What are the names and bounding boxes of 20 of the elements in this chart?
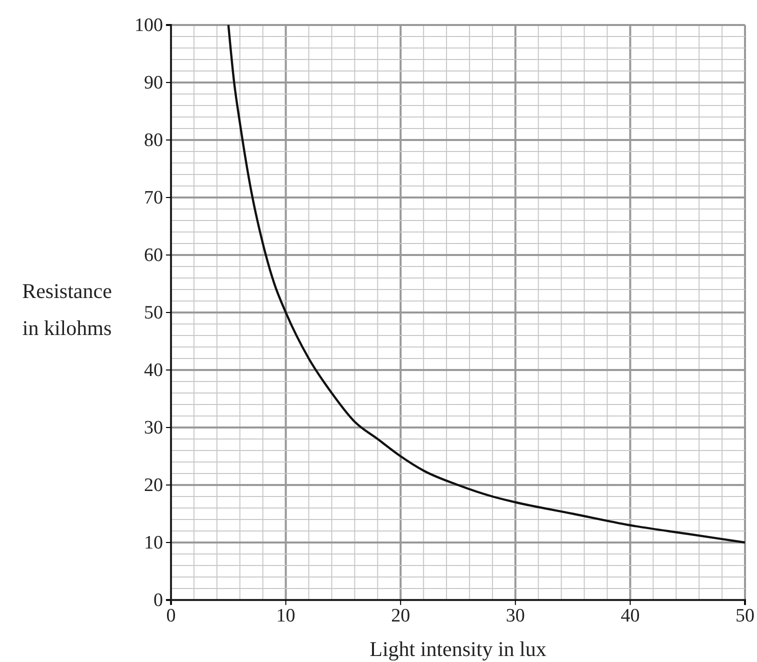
line-series xyxy=(227,24,746,544)
y-tick-label: 90 xyxy=(144,72,163,94)
y-tick-label: 20 xyxy=(144,475,163,496)
y-tick-label: 0 xyxy=(154,590,163,612)
x-tick-label: 10 xyxy=(276,605,296,626)
y-tick-label: 10 xyxy=(144,532,163,554)
y-tick-label: 100 xyxy=(134,15,163,36)
y-tick-label: 40 xyxy=(144,360,163,382)
y-tick-label: 60 xyxy=(144,245,163,266)
x-tick-label: 40 xyxy=(620,605,640,626)
x-tick-label: 50 xyxy=(736,605,754,626)
x-tick-label: 30 xyxy=(506,605,525,626)
x-tick-label: 20 xyxy=(391,605,410,626)
x-tick-label: 0 xyxy=(166,605,176,626)
x-axis-title: Light intensity in lux xyxy=(370,637,547,661)
y-tick-label: 80 xyxy=(144,130,163,152)
y-tick-label: 70 xyxy=(144,188,163,209)
y-tick-label: 50 xyxy=(144,302,163,324)
y-axis-title: Resistance in kilohms xyxy=(22,279,112,340)
y-tick-label: 30 xyxy=(144,418,163,439)
